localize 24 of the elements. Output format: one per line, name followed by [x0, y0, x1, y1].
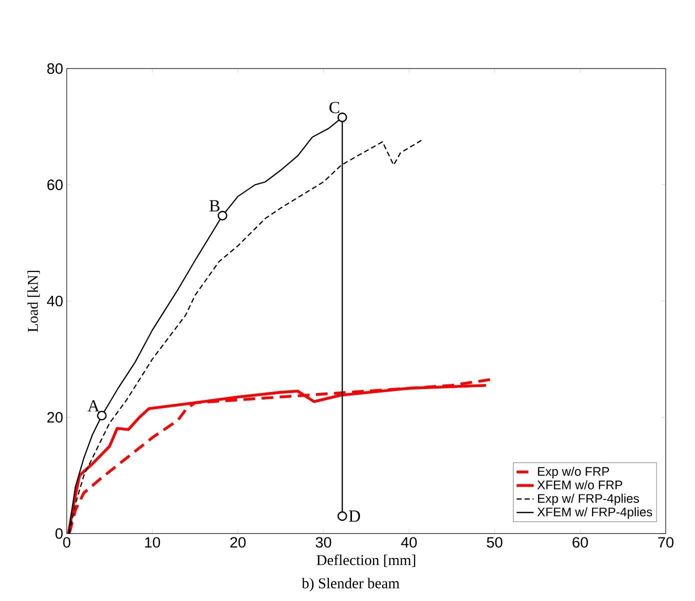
y-tick-label: 0	[56, 528, 63, 539]
annotation: D	[348, 510, 360, 522]
y-axis-title: Load [kN]	[27, 270, 40, 332]
legend-label: Exp w/ FRP-4plies	[538, 494, 639, 506]
y-tick-label: 80	[47, 63, 63, 74]
y-tick-label: 60	[47, 180, 63, 190]
x-tick-label: 20	[230, 537, 246, 548]
annotation: B	[209, 200, 220, 212]
legend-label: XFEM w/o FRP	[537, 480, 622, 490]
x-tick-label: 40	[401, 537, 417, 548]
x-axis-title: Deflection [mm]	[316, 554, 416, 568]
legend-label: XFEM w/ FRP-4plies	[537, 507, 652, 519]
y-tick-label: 20	[47, 412, 63, 423]
x-tick-label: 50	[486, 537, 502, 548]
annotation: A	[88, 400, 100, 412]
annotation: C	[329, 102, 340, 114]
x-tick-label: 70	[658, 537, 674, 548]
text: b) Slender beam	[302, 578, 400, 592]
x-tick-label: 30	[316, 537, 332, 548]
x-tick-label: 60	[572, 537, 588, 548]
legend-label: Exp w/o FRP	[538, 466, 610, 478]
x-tick-label: 10	[145, 537, 160, 548]
x-tick-label: 0	[63, 537, 70, 548]
y-tick-label: 40	[46, 296, 63, 306]
